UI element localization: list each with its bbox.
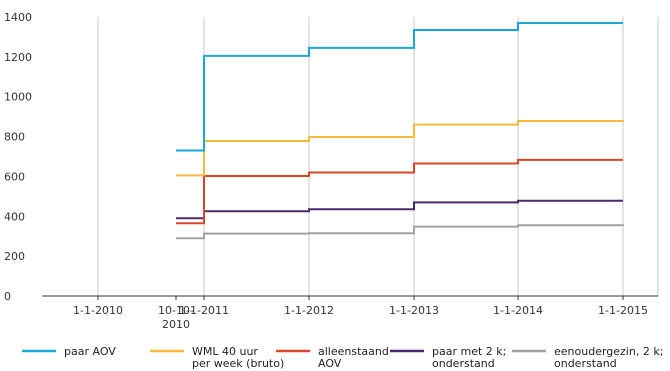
y-tick-label: 1000 xyxy=(4,91,32,104)
x-tick-label: 1-1-2011 xyxy=(179,304,229,317)
y-tick-label: 1200 xyxy=(4,51,32,64)
x-tick-label: 1-1-2014 xyxy=(493,304,543,317)
legend: paar AOV WML 40 uur per week (bruto) alleen… xyxy=(22,345,663,370)
legend-label-1: WML 40 uur per week (bruto) xyxy=(192,345,284,370)
y-axis-tick-labels: 0 200 400 600 800 1000 1200 1400 xyxy=(4,11,32,303)
vertical-gridlines xyxy=(97,17,659,296)
x-tick-label: 1-1-2012 xyxy=(284,304,334,317)
series-lines xyxy=(176,21,624,240)
y-tick-label: 0 xyxy=(4,290,11,303)
series-line-3 xyxy=(176,199,623,220)
y-tick-label: 800 xyxy=(4,131,25,144)
y-tick-label: 400 xyxy=(4,210,25,223)
y-tick-label: 1400 xyxy=(4,11,32,24)
y-tick-label: 600 xyxy=(4,170,25,183)
x-tick-label: 1-1-2013 xyxy=(389,304,439,317)
legend-label-2: alleenstaand AOV xyxy=(318,345,389,370)
legend-label-4: eenoudergezin, 2 k; onderstand xyxy=(554,345,663,370)
x-tick-label: 1-1-2010 xyxy=(73,304,123,317)
x-tick-label: 10-10-2010 xyxy=(158,304,194,331)
series-line-2 xyxy=(176,158,623,225)
legend-label-3: paar met 2 k; onderstand xyxy=(432,345,506,370)
legend-label-0: paar AOV xyxy=(64,345,116,358)
y-tick-label: 200 xyxy=(4,250,25,263)
series-line-0 xyxy=(176,21,623,152)
series-line-4 xyxy=(176,224,624,240)
x-tick-label: 1-1-2015 xyxy=(598,304,648,317)
series-line-1 xyxy=(176,120,624,177)
